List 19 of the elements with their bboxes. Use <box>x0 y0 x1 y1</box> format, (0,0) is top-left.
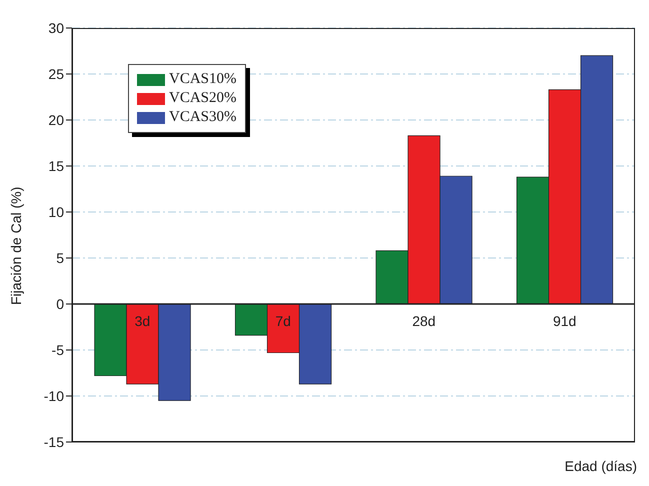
y-axis-title: Fijación de Cal (%) <box>8 186 24 305</box>
y-tick-label: 10 <box>48 204 64 220</box>
y-tick-label: 5 <box>56 250 64 266</box>
y-tick-label: 0 <box>56 296 64 312</box>
legend-label: VCAS10% <box>169 71 237 88</box>
x-tick-label: 28d <box>412 313 436 329</box>
y-tick-label: -15 <box>44 434 64 450</box>
x-tick-label: 7d <box>275 313 291 329</box>
x-tick-label: 91d <box>552 313 576 329</box>
y-tick-label: 15 <box>48 158 64 174</box>
x-tick-label: 3d <box>134 313 150 329</box>
y-tick-label: 25 <box>48 66 64 82</box>
y-tick-label: -10 <box>44 388 64 404</box>
y-tick-label: 30 <box>48 20 64 36</box>
y-tick-label: -5 <box>52 342 64 358</box>
y-tick-label: 20 <box>48 112 64 128</box>
x-axis-title: Edad (días) <box>564 458 637 474</box>
legend-label: VCAS20% <box>169 90 237 107</box>
legend-label: VCAS30% <box>169 109 237 126</box>
